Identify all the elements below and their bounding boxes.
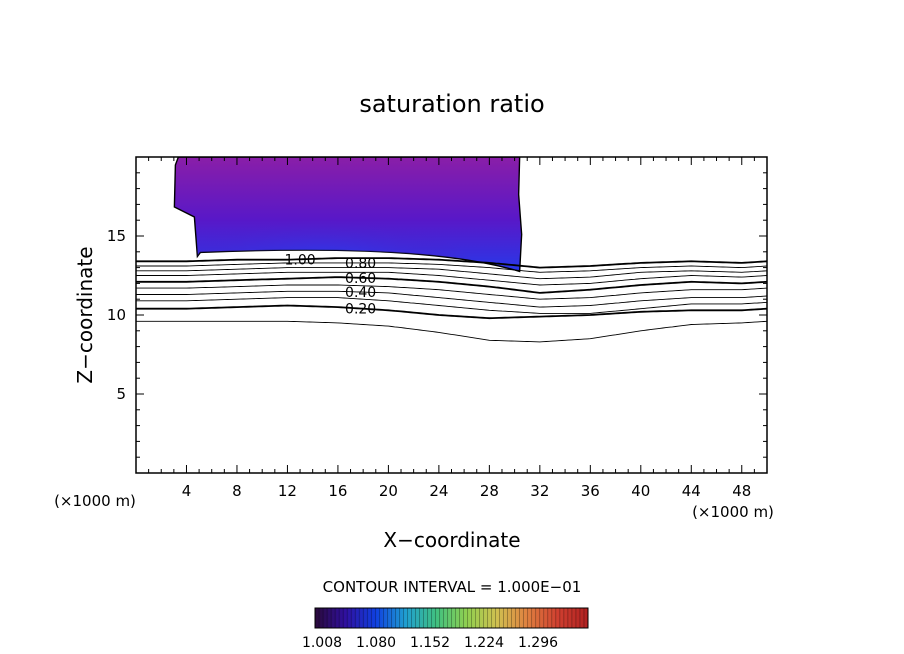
x-tick-label: 8 bbox=[232, 482, 242, 500]
x-tick-label: 48 bbox=[732, 482, 751, 500]
y-axis-label: Z−coordinate bbox=[73, 246, 97, 383]
contour-line-0.6 bbox=[136, 276, 767, 294]
y-tick-label: 15 bbox=[107, 227, 126, 245]
y-tick-label: 10 bbox=[107, 306, 126, 324]
contour-line-0.1 bbox=[136, 320, 767, 343]
colorbar-stripes bbox=[318, 608, 585, 628]
contour-label: 0.60 bbox=[345, 271, 376, 287]
contour-label: 1.00 bbox=[284, 252, 315, 268]
contour-line-0.2 bbox=[136, 304, 767, 320]
x-axis-ticks: 4 8 12 16 20 24 28 32 36 40 44 48 bbox=[148, 157, 755, 500]
contour-line-1.0 bbox=[136, 257, 767, 269]
colorbar-tick-label: 1.296 bbox=[518, 635, 558, 651]
y-unit-label: (×1000 m) bbox=[54, 492, 136, 510]
x-tick-label: 20 bbox=[379, 482, 398, 500]
region-core bbox=[174, 157, 522, 272]
colorbar-tick-label: 1.152 bbox=[410, 635, 450, 651]
contour-label: 0.20 bbox=[345, 302, 376, 318]
contour-line-0.5 bbox=[136, 284, 767, 300]
contour-line-0.3 bbox=[136, 297, 767, 314]
contour-lines bbox=[136, 257, 767, 343]
contour-label: 0.40 bbox=[345, 285, 376, 301]
x-unit-label: (×1000 m) bbox=[692, 503, 774, 521]
supersaturated-region bbox=[173, 157, 523, 273]
contour-line-0.8 bbox=[136, 267, 767, 280]
contour-line-0.9 bbox=[136, 262, 767, 273]
contour-interval-text: CONTOUR INTERVAL = 1.000E−01 bbox=[323, 578, 582, 596]
y-axis-ticks: 5 10 15 bbox=[107, 172, 767, 458]
x-tick-label: 16 bbox=[328, 482, 347, 500]
colorbar-tick-label: 1.224 bbox=[464, 635, 504, 651]
colorbar-tick-label: 1.080 bbox=[356, 635, 396, 651]
contour-line-0.4 bbox=[136, 290, 767, 308]
x-tick-label: 32 bbox=[530, 482, 549, 500]
colorbar-tick-labels: 1.008 1.080 1.152 1.224 1.296 bbox=[302, 635, 558, 651]
x-axis-label: X−coordinate bbox=[383, 528, 520, 552]
x-tick-label: 36 bbox=[581, 482, 600, 500]
chart-title: saturation ratio bbox=[359, 90, 544, 118]
contour-label: 0.80 bbox=[345, 256, 376, 272]
contour-line-0.7 bbox=[136, 271, 767, 286]
x-tick-label: 4 bbox=[182, 482, 192, 500]
contour-labels: 1.00 0.800.600.400.20 bbox=[284, 252, 376, 317]
x-tick-label: 40 bbox=[631, 482, 650, 500]
colorbar bbox=[314, 607, 589, 629]
colorbar-tick-label: 1.008 bbox=[302, 635, 342, 651]
x-tick-label: 44 bbox=[682, 482, 701, 500]
x-tick-label: 28 bbox=[480, 482, 499, 500]
x-tick-label: 12 bbox=[278, 482, 297, 500]
y-tick-label: 5 bbox=[116, 385, 126, 403]
x-tick-label: 24 bbox=[429, 482, 448, 500]
